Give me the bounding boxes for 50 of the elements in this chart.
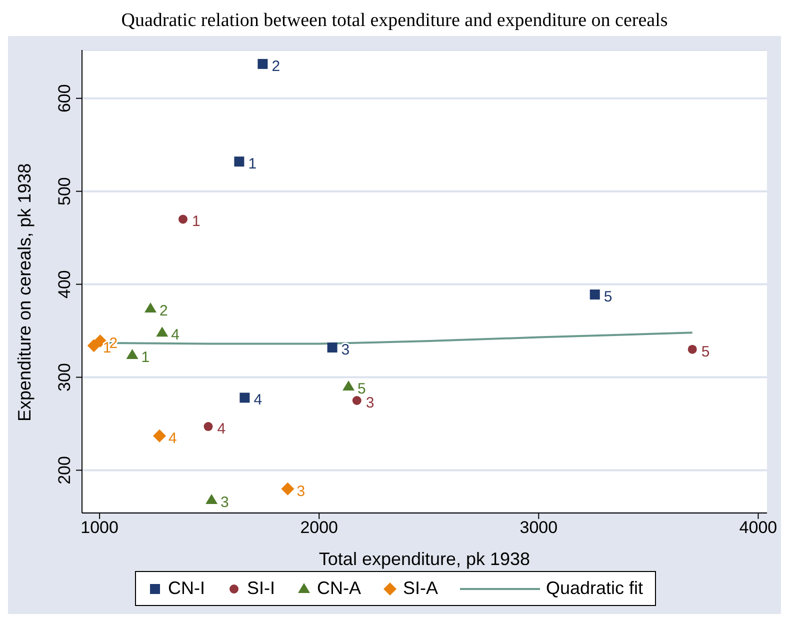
- x-tick-label: 2000: [300, 518, 338, 538]
- y-tick-label: 500: [55, 177, 74, 206]
- point: [281, 482, 294, 496]
- annotation: 4: [168, 430, 177, 447]
- y-tick-label: 200: [55, 456, 74, 484]
- y-tick-label: 600: [55, 84, 74, 113]
- point: [590, 290, 600, 300]
- point: [126, 348, 138, 359]
- point: [153, 429, 166, 442]
- point: [342, 380, 355, 391]
- chart-title: Quadratic relation between total expenditure and expenditure on cereals: [8, 8, 781, 36]
- legend-label: CN-A: [316, 578, 361, 599]
- point: [688, 344, 697, 354]
- point: [240, 392, 250, 403]
- annotation: 4: [254, 392, 262, 409]
- annotation: 1: [102, 340, 112, 357]
- annotation: 5: [701, 343, 710, 360]
- annotation: 1: [192, 213, 200, 230]
- annotation: 3: [220, 494, 229, 511]
- annotation: 3: [296, 482, 306, 500]
- annotation: 2: [272, 58, 280, 75]
- point: [258, 58, 268, 69]
- annotation: 4: [217, 420, 226, 438]
- legend-label: CN-I: [168, 578, 205, 599]
- point: [327, 342, 338, 353]
- x-axis-title: Total expenditure, pk 1938: [318, 549, 530, 569]
- annotation: 2: [160, 302, 168, 320]
- legend-label: Quadratic fit: [546, 578, 644, 599]
- annotation: 4: [171, 326, 180, 344]
- annotation: 1: [248, 156, 257, 173]
- annotation: 3: [366, 394, 374, 412]
- annotation: 5: [604, 288, 612, 306]
- x-tick-label: 3000: [520, 518, 558, 538]
- legend-label: SI-I: [246, 578, 275, 599]
- y-tick-label: 300: [55, 363, 74, 392]
- point: [234, 156, 244, 167]
- y-axis-title: Expenditure on cereals, pk 1938: [14, 163, 34, 422]
- annotation: 5: [358, 380, 366, 398]
- point: [352, 396, 362, 406]
- x-tick-label: 1000: [80, 518, 118, 538]
- x-tick-label: 4000: [739, 518, 778, 538]
- annotation: 3: [341, 342, 350, 359]
- point: [144, 302, 156, 312]
- point: [178, 214, 188, 224]
- y-tick-label: 400: [55, 270, 74, 298]
- point: [206, 494, 218, 504]
- point: [156, 326, 168, 337]
- legend-label: SI-A: [402, 578, 438, 599]
- annotation: 1: [141, 348, 150, 366]
- point: [204, 422, 213, 432]
